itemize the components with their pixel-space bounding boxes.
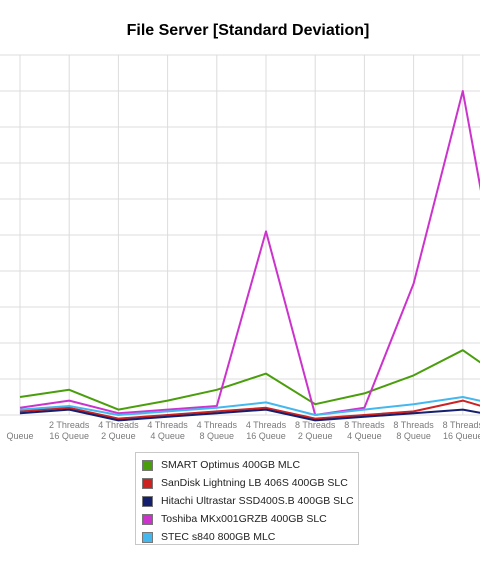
legend-label: SMART Optimus 400GB MLC [161,459,301,471]
x-tick-label: 8 Queue [396,431,431,441]
x-tick-label: 2 Threads [49,420,90,430]
legend-item: Toshiba MKx001GRZB 400GB SLC [142,512,327,526]
legend-swatch [142,513,153,525]
legend-label: Toshiba MKx001GRZB 400GB SLC [161,513,327,525]
x-tick-label: 8 Queue [200,431,235,441]
series-line-1 [19,349,480,411]
x-tick-label: 16 Queue [246,431,286,441]
legend-label: SanDisk Lightning LB 406S 400GB SLC [161,477,348,489]
x-tick-label: Queue [6,431,33,441]
legend-swatch [142,531,153,543]
x-tick-label: 2 Queue [101,431,136,441]
series-lines [19,90,480,422]
x-tick-label: 8 Threads [393,420,434,430]
series-line-4 [19,90,480,416]
x-tick-label: 4 Threads [147,420,188,430]
x-tick-label: 16 Queue [49,431,89,441]
legend-swatch [142,495,153,507]
x-tick-label: 4 Threads [246,420,287,430]
legend-item: SMART Optimus 400GB MLC [142,458,300,472]
series-line-3 [19,408,480,422]
x-tick-label: 4 Queue [150,431,185,441]
legend-item: Hitachi Ultrastar SSD400S.B 400GB SLC [142,494,354,508]
x-tick-label: 4 Threads [197,420,238,430]
legend-swatch [142,477,153,489]
chart-title: File Server [Standard Deviation] [127,22,370,39]
x-tick-label: 8 Threads [443,420,480,430]
gridlines [0,54,480,416]
legend-label: STEC s840 800GB MLC [161,531,276,543]
x-tick-label: 2 Queue [298,431,333,441]
legend: SMART Optimus 400GB MLC SanDisk Lightning… [135,452,359,545]
series-line-2 [19,399,480,420]
x-tick-label: 16 Queue [443,431,480,441]
chart: File Server [Standard Deviation] Queue 2 … [0,22,480,441]
legend-item: STEC s840 800GB MLC [142,530,275,544]
legend-item: SanDisk Lightning LB 406S 400GB SLC [142,476,348,490]
x-tick-label: 8 Threads [295,420,336,430]
x-tick-label: 8 Threads [344,420,385,430]
legend-swatch [142,459,153,471]
x-tick-label: 4 Queue [347,431,382,441]
series-line-5 [19,396,480,416]
legend-label: Hitachi Ultrastar SSD400S.B 400GB SLC [161,495,354,507]
x-tick-label: 4 Threads [98,420,139,430]
